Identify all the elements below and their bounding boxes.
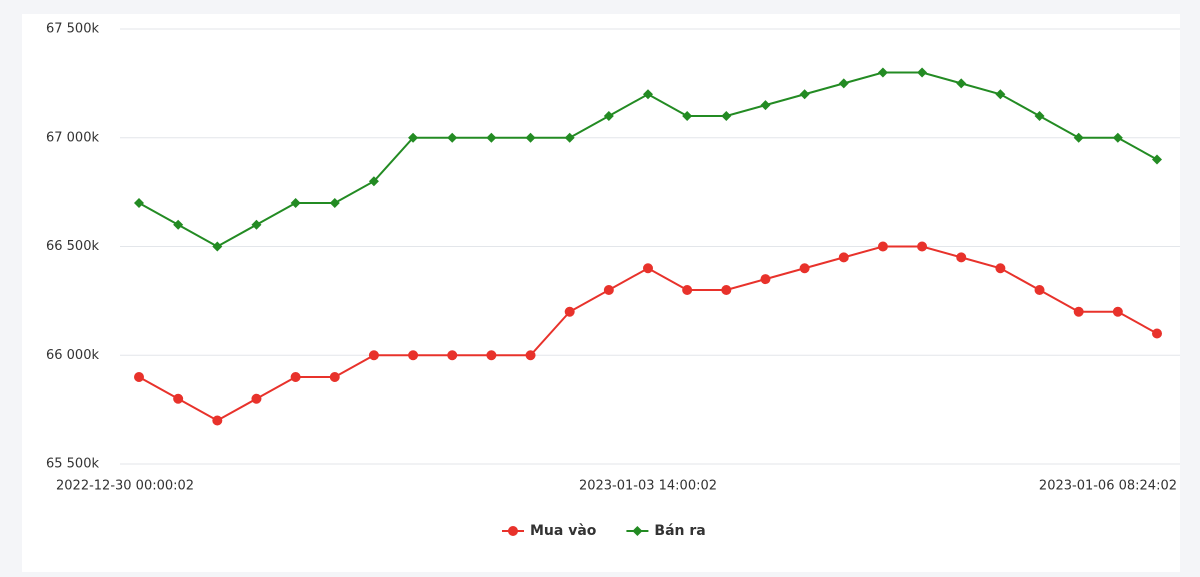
point xyxy=(603,285,614,295)
point xyxy=(682,285,693,295)
point xyxy=(1152,328,1162,339)
x-tick-label: 2023-01-03 14:00:02 xyxy=(579,479,717,494)
point xyxy=(173,219,184,230)
point xyxy=(643,89,653,100)
legend-item: Bán ra xyxy=(626,523,706,539)
point xyxy=(1073,306,1084,317)
point xyxy=(995,89,1006,100)
point xyxy=(447,350,458,361)
point xyxy=(290,198,301,208)
point xyxy=(1034,111,1045,121)
point xyxy=(212,241,223,252)
y-tick-label: 66 000k xyxy=(46,348,99,363)
point xyxy=(486,132,497,143)
point xyxy=(368,176,379,187)
point xyxy=(760,274,771,285)
x-tick-label: 2022-12-30 00:00:02 xyxy=(56,479,194,494)
point xyxy=(290,372,301,382)
point xyxy=(251,219,262,230)
point xyxy=(447,132,458,143)
y-tick-label: 67 000k xyxy=(46,130,99,145)
point xyxy=(1152,154,1162,165)
point xyxy=(1112,306,1123,317)
point xyxy=(995,263,1006,274)
point xyxy=(632,526,643,536)
legend-label: Mua vào xyxy=(530,523,597,539)
point xyxy=(134,198,144,208)
y-tick-label: 65 500k xyxy=(46,457,99,472)
panel xyxy=(22,14,1180,572)
point xyxy=(643,263,653,274)
series xyxy=(134,241,1162,426)
point xyxy=(564,306,575,317)
point xyxy=(329,372,340,382)
point xyxy=(1073,132,1084,143)
point xyxy=(838,252,849,263)
point xyxy=(329,198,340,208)
point xyxy=(173,393,184,404)
point xyxy=(877,241,888,252)
point xyxy=(134,372,144,382)
point xyxy=(603,111,614,121)
point xyxy=(508,526,518,536)
point xyxy=(251,393,262,404)
point xyxy=(917,241,928,252)
y-tick-label: 66 500k xyxy=(46,239,99,254)
point xyxy=(956,78,967,89)
point xyxy=(799,89,810,100)
point xyxy=(525,350,536,361)
point xyxy=(486,350,497,361)
point xyxy=(564,132,575,143)
point xyxy=(1034,285,1045,295)
point xyxy=(721,111,732,121)
legend-item: Mua vào xyxy=(502,523,597,539)
point xyxy=(525,132,536,143)
series xyxy=(134,67,1162,252)
point xyxy=(838,78,849,89)
point xyxy=(877,67,888,78)
point xyxy=(760,100,771,111)
point xyxy=(956,252,967,263)
point xyxy=(408,132,419,143)
legend-label: Bán ra xyxy=(654,523,705,539)
point xyxy=(1112,132,1123,143)
point xyxy=(682,111,693,121)
point xyxy=(721,285,732,295)
point xyxy=(917,67,928,78)
y-tick-label: 67 500k xyxy=(46,22,99,37)
point xyxy=(368,350,379,361)
point xyxy=(212,415,223,426)
point xyxy=(408,350,419,361)
point xyxy=(799,263,810,274)
x-tick-label: 2023-01-06 08:24:02 xyxy=(1039,479,1177,494)
